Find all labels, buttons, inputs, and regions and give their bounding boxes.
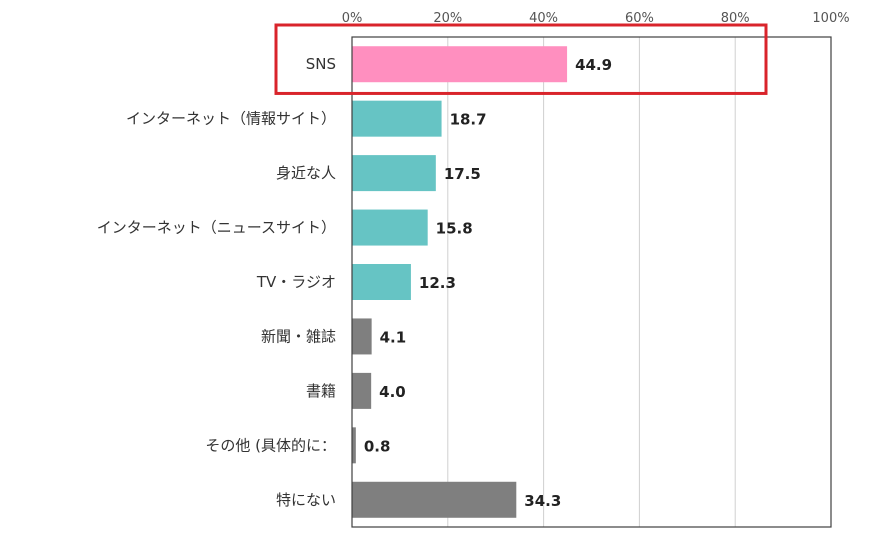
data-label: 4.1 [380, 328, 407, 346]
data-label: 44.9 [575, 56, 612, 74]
bar [352, 318, 372, 355]
highlight-box [274, 23, 768, 95]
data-label: 0.8 [364, 437, 391, 455]
x-tick-label: 20% [433, 11, 462, 26]
category-label: 新聞・雑誌 [261, 327, 336, 345]
category-label: TV・ラジオ [256, 273, 336, 291]
grid-lines [447, 37, 736, 527]
x-tick-label: 60% [625, 11, 654, 26]
data-label: 4.0 [379, 383, 406, 401]
bar [352, 46, 568, 83]
bar [352, 100, 442, 137]
category-label: インターネット（ニュースサイト） [97, 219, 336, 237]
category-label: 書籍 [306, 382, 336, 400]
category-label: インターネット（情報サイト） [126, 110, 336, 128]
bar [352, 427, 356, 464]
x-tick-label: 80% [721, 11, 750, 26]
x-axis-ticks: 0% 20% 40% 60% 80% 100% [342, 11, 850, 26]
bar [352, 264, 411, 300]
bar [352, 209, 428, 246]
bar [352, 155, 436, 192]
data-label: 12.3 [419, 274, 456, 292]
plot-area-border [351, 36, 832, 528]
bar [352, 481, 517, 518]
data-label: 17.5 [444, 165, 481, 183]
data-label: 15.8 [436, 220, 473, 238]
bars: 44.9 18.7 17.5 15.8 12.3 4.1 4.0 0.8 34.3 [352, 46, 612, 518]
data-label: 34.3 [524, 492, 561, 510]
category-label: SNS [306, 55, 336, 73]
x-tick-label: 100% [812, 11, 849, 26]
x-tick-label: 40% [529, 11, 558, 26]
x-tick-label: 0% [342, 11, 363, 26]
bar [352, 372, 372, 409]
category-label: 身近な人 [276, 164, 336, 182]
category-label: 特にない [276, 491, 336, 509]
data-label: 18.7 [450, 111, 487, 129]
category-label: その他 (具体的に： [205, 436, 336, 454]
